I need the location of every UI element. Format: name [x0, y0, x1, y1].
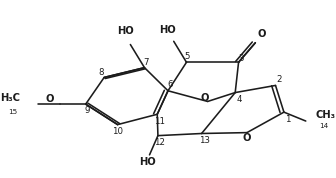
Text: 6: 6 — [167, 80, 173, 88]
Text: 10: 10 — [112, 127, 123, 136]
Text: O: O — [45, 94, 54, 104]
Text: 15: 15 — [8, 109, 17, 116]
Text: 11: 11 — [154, 117, 165, 126]
Text: 2: 2 — [277, 75, 282, 84]
Text: 13: 13 — [199, 136, 210, 145]
Text: 7: 7 — [144, 58, 149, 67]
Text: 12: 12 — [155, 138, 165, 147]
Text: CH₃: CH₃ — [316, 110, 336, 120]
Text: 14: 14 — [319, 123, 329, 129]
Text: O: O — [200, 93, 209, 103]
Text: H₃C: H₃C — [0, 93, 20, 103]
Text: HO: HO — [118, 26, 134, 36]
Text: HO: HO — [160, 25, 176, 35]
Text: O: O — [257, 29, 266, 39]
Text: 3: 3 — [239, 54, 244, 63]
Text: 5: 5 — [185, 52, 190, 61]
Text: HO: HO — [139, 157, 156, 167]
Text: 1: 1 — [285, 115, 290, 124]
Text: 8: 8 — [99, 69, 104, 77]
Text: O: O — [243, 134, 251, 143]
Text: 9: 9 — [84, 106, 89, 115]
Text: 4: 4 — [237, 95, 242, 104]
